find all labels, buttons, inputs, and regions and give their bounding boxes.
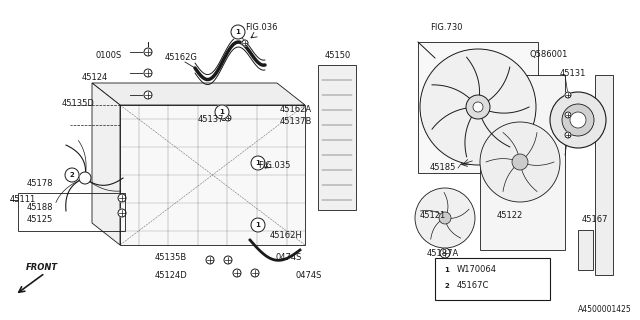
Circle shape	[118, 194, 126, 202]
Circle shape	[118, 209, 126, 217]
Circle shape	[565, 92, 571, 98]
Text: W170064: W170064	[457, 266, 497, 275]
Text: 45185: 45185	[430, 164, 456, 172]
Text: 45162G: 45162G	[165, 53, 198, 62]
Text: 45137B: 45137B	[280, 117, 312, 126]
Circle shape	[251, 269, 259, 277]
Circle shape	[441, 264, 453, 276]
Text: Q586001: Q586001	[530, 51, 568, 60]
Text: 45187A: 45187A	[427, 249, 460, 258]
Text: 0474S: 0474S	[295, 270, 321, 279]
Circle shape	[79, 172, 91, 184]
Text: 45131: 45131	[560, 68, 586, 77]
Circle shape	[231, 25, 245, 39]
Text: 45162A: 45162A	[280, 106, 312, 115]
Text: 45125: 45125	[27, 215, 53, 225]
Circle shape	[215, 105, 229, 119]
Text: 45122: 45122	[497, 211, 524, 220]
Circle shape	[65, 168, 79, 182]
Text: 1: 1	[220, 109, 225, 115]
Circle shape	[224, 256, 232, 264]
Text: 45150: 45150	[325, 51, 351, 60]
Circle shape	[565, 112, 571, 118]
Text: FIG.036: FIG.036	[245, 23, 278, 33]
Text: 45121: 45121	[420, 211, 446, 220]
Circle shape	[251, 156, 265, 170]
Text: 45124: 45124	[82, 74, 108, 83]
Text: FIG.035: FIG.035	[258, 161, 291, 170]
Text: 1: 1	[255, 160, 260, 166]
Circle shape	[225, 115, 231, 121]
Circle shape	[206, 256, 214, 264]
Bar	[595, 75, 613, 275]
Circle shape	[439, 212, 451, 224]
Circle shape	[550, 92, 606, 148]
Text: FRONT: FRONT	[26, 263, 58, 273]
Bar	[435, 258, 550, 300]
Circle shape	[440, 248, 450, 258]
Text: 45188: 45188	[27, 203, 54, 212]
Text: A4500001425: A4500001425	[579, 305, 632, 314]
Circle shape	[415, 188, 475, 248]
Circle shape	[242, 40, 248, 46]
Text: 45167C: 45167C	[457, 282, 490, 291]
Text: 2: 2	[445, 283, 449, 289]
Circle shape	[144, 69, 152, 77]
Circle shape	[144, 91, 152, 99]
Text: 1: 1	[236, 29, 241, 35]
Circle shape	[473, 102, 483, 112]
Text: 1: 1	[445, 267, 449, 273]
Polygon shape	[92, 83, 305, 105]
Circle shape	[565, 132, 571, 138]
Text: 45162H: 45162H	[270, 230, 303, 239]
Text: 45135B: 45135B	[155, 253, 188, 262]
Text: 1: 1	[255, 222, 260, 228]
Circle shape	[441, 280, 453, 292]
Circle shape	[480, 122, 560, 202]
Text: 45124D: 45124D	[155, 270, 188, 279]
Circle shape	[512, 154, 528, 170]
Circle shape	[233, 269, 241, 277]
Text: 45167: 45167	[582, 215, 609, 225]
Polygon shape	[92, 83, 120, 245]
Polygon shape	[120, 105, 305, 245]
Circle shape	[562, 104, 594, 136]
Text: 45111: 45111	[10, 196, 36, 204]
Circle shape	[570, 112, 586, 128]
Circle shape	[466, 95, 490, 119]
Text: 45135D: 45135D	[62, 99, 95, 108]
Text: 45137: 45137	[198, 116, 225, 124]
Text: FIG.730: FIG.730	[430, 23, 463, 33]
Text: 0100S: 0100S	[95, 51, 121, 60]
Bar	[18, 193, 125, 231]
Circle shape	[251, 218, 265, 232]
Circle shape	[420, 49, 536, 165]
Text: 2: 2	[70, 172, 74, 178]
Polygon shape	[418, 42, 538, 173]
Text: 45178: 45178	[27, 179, 54, 188]
Circle shape	[144, 48, 152, 56]
Text: 0474S: 0474S	[275, 253, 301, 262]
Bar	[578, 230, 593, 270]
Bar	[318, 65, 356, 210]
Polygon shape	[480, 75, 565, 250]
